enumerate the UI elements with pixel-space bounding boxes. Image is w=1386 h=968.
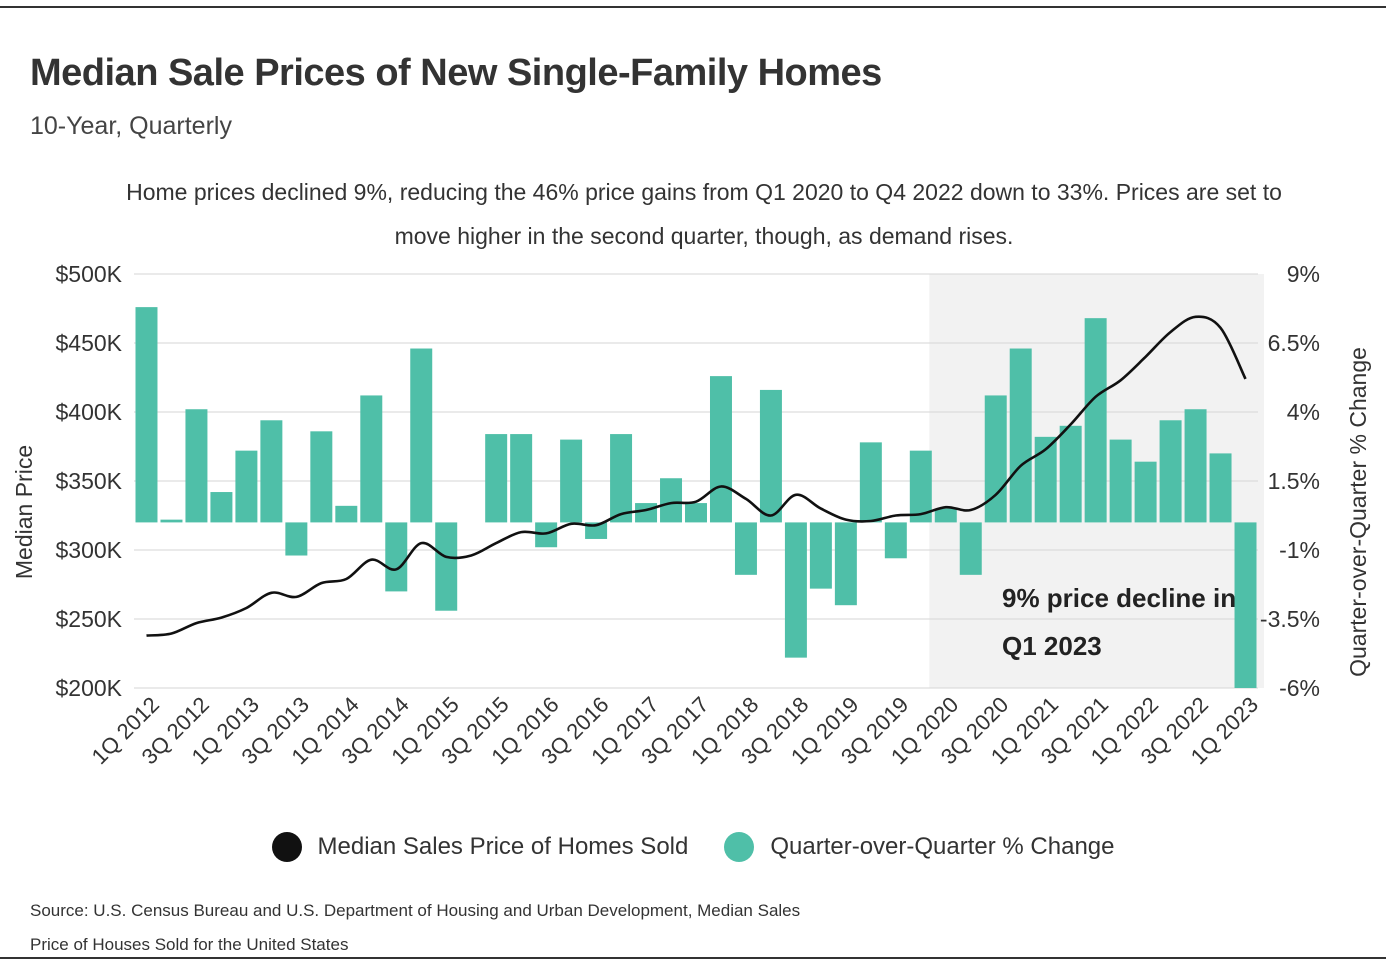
bar — [385, 522, 408, 592]
bar — [1059, 425, 1082, 523]
bar — [959, 522, 982, 575]
bar — [759, 389, 782, 523]
bars-group — [135, 307, 1257, 688]
bar — [560, 439, 583, 523]
bar — [310, 431, 333, 523]
chart-svg: $500K $450K $400K $350K $300K $250K $200K 9% 6.… — [11, 261, 1371, 769]
left-tick-label: $350K — [55, 468, 122, 494]
bar — [1134, 461, 1157, 523]
bottom-rule — [0, 957, 1386, 959]
left-tick-label: $400K — [55, 399, 122, 425]
left-axis: $500K $450K $400K $350K $300K $250K $200K — [55, 261, 122, 701]
legend: Median Sales Price of Homes Sold Quarter… — [0, 832, 1386, 862]
bar — [1009, 348, 1032, 523]
legend-line-swatch — [271, 832, 302, 862]
left-tick-label: $250K — [55, 606, 122, 632]
bar — [235, 450, 258, 523]
bar — [1234, 522, 1257, 688]
bar — [210, 492, 233, 523]
bar — [884, 522, 907, 559]
bar — [859, 442, 882, 523]
right-tick-label: 6.5% — [1268, 330, 1320, 356]
bar — [285, 522, 308, 556]
chart-subtitle: 10-Year, Quarterly — [30, 112, 232, 140]
bar — [834, 522, 857, 606]
bar — [1159, 420, 1182, 523]
bar — [635, 503, 658, 523]
right-tick-label: -6% — [1279, 675, 1320, 701]
bar — [185, 409, 208, 523]
bar — [709, 376, 732, 523]
source-note: Source: U.S. Census Bureau and U.S. Depa… — [30, 901, 801, 954]
chart-title: Median Sale Prices of New Single-Family … — [30, 52, 882, 94]
bar — [260, 420, 283, 523]
bar — [1084, 318, 1107, 523]
right-tick-label: 4% — [1287, 399, 1320, 425]
bar — [1109, 439, 1132, 523]
bar — [685, 503, 707, 523]
right-axis: 9% 6.5% 4% 1.5% -1% -3.5% -6% — [1260, 261, 1320, 701]
bar — [435, 522, 458, 611]
bar — [784, 522, 807, 658]
annotation-line-1: 9% price decline in — [1002, 583, 1236, 613]
bar — [734, 522, 757, 575]
legend-line-label: Median Sales Price of Homes Sold — [317, 833, 689, 860]
chart-note: Home prices declined 9%, reducing the 46… — [126, 179, 1282, 249]
bar — [410, 348, 433, 523]
left-axis-label: Median Price — [11, 445, 37, 579]
bar — [984, 395, 1007, 523]
legend-bar-swatch — [724, 832, 755, 862]
legend-bar-label: Quarter-over-Quarter % Change — [770, 833, 1115, 860]
bar — [1034, 436, 1057, 523]
median-price-line — [146, 315, 1247, 637]
bar — [335, 505, 358, 523]
bar — [809, 522, 832, 589]
left-tick-label: $500K — [55, 261, 122, 287]
left-tick-label: $200K — [55, 675, 122, 701]
bar — [610, 434, 633, 523]
right-tick-label: 1.5% — [1268, 468, 1320, 494]
right-tick-label: -3.5% — [1260, 606, 1320, 632]
left-tick-label: $300K — [55, 537, 122, 563]
bar — [1209, 453, 1232, 523]
bar — [934, 508, 957, 523]
bar — [909, 450, 932, 523]
bar — [660, 478, 683, 523]
left-tick-label: $450K — [55, 330, 122, 356]
bar — [1184, 409, 1207, 523]
bar — [510, 434, 533, 523]
annotation-line-2: Q1 2023 — [1002, 631, 1102, 661]
bar — [535, 522, 558, 548]
bar — [360, 395, 383, 523]
bar — [485, 434, 508, 523]
legend-item-price: Median Sales Price of Homes Sold — [271, 832, 689, 862]
right-axis-label: Quarter-over-Quarter % Change — [1345, 347, 1371, 677]
top-rule — [0, 6, 1386, 8]
bar — [135, 307, 158, 523]
right-tick-label: 9% — [1287, 261, 1320, 287]
bar — [160, 519, 183, 523]
legend-item-change: Quarter-over-Quarter % Change — [724, 832, 1115, 862]
right-tick-label: -1% — [1279, 537, 1320, 563]
